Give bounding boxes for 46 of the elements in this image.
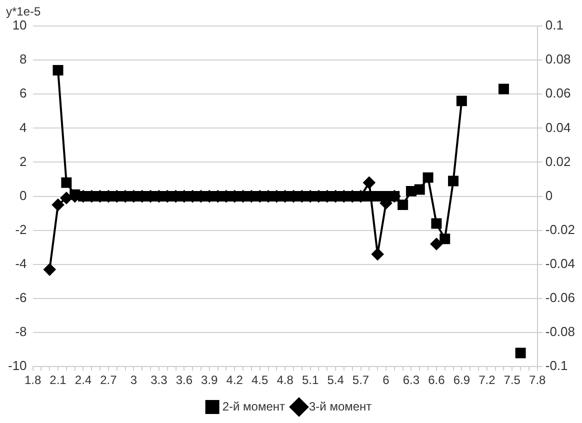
y-tick-label: 6	[20, 86, 27, 101]
legend-label: 2-й момент	[222, 399, 286, 414]
y-axis-title: y*1e-5	[6, 4, 42, 18]
x-tick-label: 4.5	[252, 373, 269, 388]
x-tick-label: 2.7	[100, 373, 118, 388]
x-tick-label: 7.8	[529, 373, 546, 388]
x-tick-label: 3.9	[201, 373, 218, 388]
y-tick-label: -4	[15, 256, 27, 271]
x-tick-label: 6.6	[428, 373, 446, 388]
y-tick-label: -6	[15, 290, 27, 306]
y-tick-label: 8	[20, 52, 27, 67]
y2-tick-label: -0.02	[545, 222, 576, 237]
y2-tick-label: 0.02	[545, 154, 571, 169]
y2-tick-label: 0.06	[545, 86, 571, 101]
y2-tick-label: -0.06	[545, 290, 576, 306]
y2-tick-label: 0.08	[545, 52, 571, 67]
x-tick-label: 3	[130, 373, 138, 388]
y-tick-label: 2	[20, 154, 27, 169]
y2-tick-label: -0.1	[545, 358, 568, 374]
x-tick-label: 2.1	[50, 373, 67, 388]
y-tick-label: 10	[12, 18, 27, 33]
y2-tick-label: 0	[545, 188, 553, 203]
x-tick-label: 4.8	[276, 373, 294, 388]
x-tick-label: 3.6	[176, 373, 193, 388]
x-tick-label: 5.7	[352, 373, 370, 388]
y-tick-label: -10	[8, 358, 27, 374]
x-tick-label: 2.4	[74, 373, 92, 388]
y2-tick-label: 0.1	[545, 18, 564, 33]
x-tick-label: 6	[382, 373, 390, 388]
y-tick-label: 0	[20, 188, 27, 203]
y2-tick-label: -0.04	[545, 256, 576, 271]
x-tick-label: 5.1	[302, 373, 319, 388]
x-tick-label: 3.3	[150, 373, 168, 388]
y-tick-label: -2	[15, 222, 27, 237]
x-tick-label: 6.3	[402, 373, 420, 388]
legend-label: 3-й момент	[309, 399, 372, 414]
y-tick-label: 4	[20, 120, 27, 135]
x-tick-label: 4.2	[226, 373, 244, 388]
y2-tick-label: -0.08	[545, 324, 576, 340]
y-tick-label: -8	[15, 324, 27, 340]
x-tick-label: 7.2	[478, 373, 496, 388]
y2-tick-label: 0.04	[545, 120, 571, 135]
x-tick-label: 7.5	[504, 373, 521, 388]
x-tick-label: 6.9	[453, 373, 470, 388]
x-tick-label: 1.8	[24, 373, 42, 388]
x-tick-label: 5.4	[327, 373, 344, 388]
